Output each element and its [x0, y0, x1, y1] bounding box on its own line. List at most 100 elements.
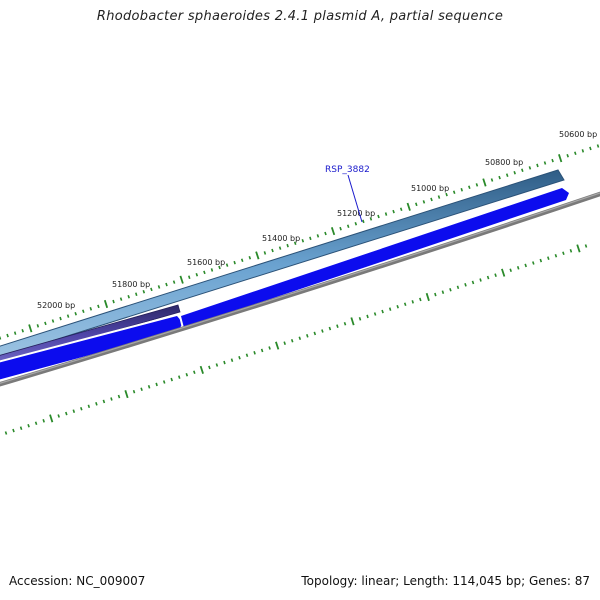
scale-tick-minor	[253, 351, 256, 355]
scale-tick-minor	[157, 285, 161, 289]
scale-tick-minor	[306, 334, 309, 338]
scale-tick-minor	[248, 256, 252, 260]
scale-tick-minor	[589, 146, 592, 151]
scale-tick-minor	[34, 421, 38, 426]
scale-tick-minor	[373, 312, 377, 316]
scale-tick-minor	[278, 246, 282, 250]
scale-tick-major	[425, 292, 430, 302]
scale-tick-minor	[117, 394, 121, 399]
scale-tick-minor	[479, 278, 482, 282]
scale-tick-minor	[233, 260, 236, 265]
scale-tick-minor	[505, 173, 509, 177]
scale-tick-minor	[97, 304, 100, 309]
scale-tick-minor	[539, 258, 543, 263]
scale-label: 51600 bp	[187, 258, 225, 267]
accession-text: Accession: NC_009007	[9, 574, 146, 588]
scale-tick-minor	[286, 243, 289, 248]
scale-tick-minor	[203, 270, 206, 275]
scale-tick-minor	[419, 297, 422, 302]
scale-tick-minor	[441, 290, 445, 294]
scale-tick-minor	[498, 175, 501, 180]
scale-tick-minor	[569, 249, 573, 253]
scale-tick-minor	[225, 263, 229, 267]
cds-arrow-left[interactable]	[0, 316, 183, 381]
scale-tick-minor	[230, 358, 234, 362]
scale-tick-minor	[240, 258, 244, 263]
scale-tick-minor	[51, 319, 55, 323]
scale-tick-minor	[343, 321, 347, 326]
scale-tick-minor	[396, 304, 399, 309]
scale-tick-minor	[437, 195, 441, 199]
scale-tick-minor	[36, 324, 40, 328]
scale-ticks-upper	[0, 144, 600, 340]
topology-text: Topology: linear; Length: 114,045 bp; Ge…	[301, 574, 590, 588]
scale-tick-minor	[532, 261, 535, 265]
scale-tick-major	[558, 154, 563, 163]
scale-tick-minor	[19, 426, 23, 430]
scale-tick-minor	[59, 316, 62, 321]
scale-tick-minor	[434, 292, 437, 297]
scale-tick-minor	[475, 183, 479, 187]
scale-tick-minor	[127, 294, 130, 299]
scale-tick-minor	[80, 406, 83, 411]
scale-tick-minor	[135, 292, 138, 297]
scale-tick-minor	[358, 317, 362, 321]
scale-tick-minor	[486, 275, 490, 280]
scale-tick-minor	[42, 419, 45, 423]
scale-tick-minor	[66, 314, 70, 318]
scale-tick-minor	[516, 266, 520, 270]
scale-tick-minor	[543, 161, 547, 165]
scale-tick-minor	[147, 385, 151, 389]
scale-tick-major	[103, 299, 109, 309]
scale-tick-minor	[170, 377, 173, 382]
scale-tick-major	[255, 251, 260, 260]
scale-tick-minor	[142, 290, 146, 294]
scale-tick-minor	[415, 202, 418, 207]
scale-tick-minor	[27, 423, 30, 428]
scale-tick-minor	[399, 207, 403, 211]
scale-label: 51400 bp	[262, 234, 300, 243]
scale-tick-minor	[513, 170, 516, 175]
scale-tick-minor	[223, 360, 226, 365]
scale-tick-minor	[336, 324, 339, 328]
scale-tick-minor	[245, 353, 249, 358]
scale-tick-minor	[468, 185, 471, 190]
scale-tick-minor	[551, 158, 554, 163]
scale-tick-minor	[574, 151, 577, 156]
scale-tick-minor	[452, 190, 456, 194]
scale-tick-minor	[210, 268, 214, 272]
scale-tick-minor	[13, 331, 17, 335]
scale-tick-minor	[321, 329, 324, 333]
scale-tick-major	[28, 324, 33, 333]
gene-label-leader	[347, 174, 363, 223]
scale-tick-minor	[430, 197, 433, 202]
scale-tick-minor	[316, 234, 320, 238]
map-title: Rhodobacter sphaeroides 2.4.1 plasmid A,…	[96, 9, 504, 24]
scale-tick-minor	[132, 389, 136, 394]
scale-tick-minor	[392, 209, 395, 214]
scale-tick-minor	[403, 302, 407, 307]
scale-tick-minor	[471, 280, 475, 285]
scale-tick-minor	[150, 287, 153, 292]
scale-label: 50600 bp	[559, 130, 597, 139]
cds-arrow-right[interactable]	[181, 188, 569, 328]
scale-tick-minor	[293, 241, 297, 245]
scale-tick-minor	[162, 380, 166, 384]
scale-tick-minor	[165, 282, 168, 287]
scale-tick-major	[482, 178, 487, 187]
scale-tick-minor	[460, 187, 463, 192]
scale-tick-minor	[298, 336, 302, 341]
scale-tick-major	[179, 275, 184, 284]
gene-label[interactable]: RSP_3882	[325, 165, 370, 175]
scale-tick-minor	[119, 297, 123, 301]
sequence-line-highlight	[0, 192, 600, 384]
scale-tick-major	[330, 227, 336, 236]
scale-tick-minor	[445, 192, 448, 197]
scale-tick-major	[49, 414, 54, 423]
scale-tick-minor	[110, 397, 113, 401]
scale-tick-major	[501, 268, 506, 277]
gene-feature-light[interactable]	[0, 169, 565, 359]
scale-tick-minor	[509, 268, 512, 273]
scale-label: 50800 bp	[485, 158, 523, 167]
